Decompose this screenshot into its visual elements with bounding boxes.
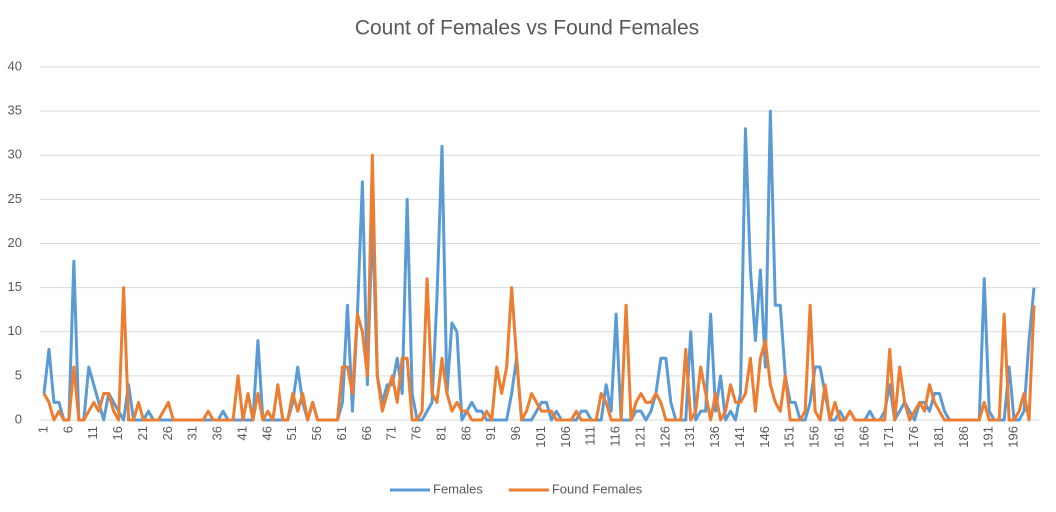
y-tick-label: 5 bbox=[15, 367, 22, 382]
y-tick-label: 25 bbox=[8, 191, 22, 206]
x-tick-label: 11 bbox=[85, 426, 100, 440]
x-tick-label: 161 bbox=[831, 426, 846, 448]
y-tick-label: 15 bbox=[8, 279, 22, 294]
x-tick-label: 56 bbox=[309, 426, 324, 440]
x-tick-label: 26 bbox=[160, 426, 175, 440]
x-tick-label: 36 bbox=[210, 426, 225, 440]
series-line bbox=[42, 109, 1036, 422]
y-tick-label: 30 bbox=[8, 147, 22, 162]
x-tick-label: 106 bbox=[558, 426, 573, 448]
x-tick-label: 141 bbox=[732, 426, 747, 448]
x-tick-label: 21 bbox=[135, 426, 150, 440]
y-tick-label: 40 bbox=[8, 58, 22, 73]
x-tick-label: 181 bbox=[931, 426, 946, 448]
x-tick-label: 121 bbox=[632, 426, 647, 448]
x-tick-label: 91 bbox=[483, 426, 498, 440]
x-tick-label: 66 bbox=[359, 426, 374, 440]
x-tick-label: 71 bbox=[384, 426, 399, 440]
chart-title: Count of Females vs Found Females bbox=[355, 17, 699, 40]
x-tick-label: 46 bbox=[259, 426, 274, 440]
y-tick-label: 35 bbox=[8, 103, 22, 118]
x-tick-label: 96 bbox=[508, 426, 523, 440]
x-tick-label: 1 bbox=[35, 426, 50, 433]
x-tick-label: 191 bbox=[981, 426, 996, 448]
x-tick-label: 61 bbox=[334, 426, 349, 440]
x-tick-label: 196 bbox=[1006, 426, 1021, 448]
y-tick-label: 0 bbox=[15, 411, 22, 426]
series-line bbox=[42, 153, 1036, 422]
x-tick-label: 41 bbox=[234, 426, 249, 440]
x-tick-label: 171 bbox=[881, 426, 896, 448]
x-tick-label: 176 bbox=[906, 426, 921, 448]
legend-label: Found Females bbox=[552, 481, 643, 496]
x-tick-label: 186 bbox=[956, 426, 971, 448]
x-tick-label: 6 bbox=[60, 426, 75, 433]
x-tick-label: 136 bbox=[707, 426, 722, 448]
x-tick-label: 101 bbox=[533, 426, 548, 448]
y-tick-label: 10 bbox=[8, 323, 22, 338]
x-tick-label: 76 bbox=[409, 426, 424, 440]
y-tick-label: 20 bbox=[8, 235, 22, 250]
x-tick-label: 166 bbox=[856, 426, 871, 448]
x-tick-label: 111 bbox=[583, 426, 598, 446]
x-tick-label: 151 bbox=[782, 426, 797, 448]
x-tick-label: 51 bbox=[284, 426, 299, 440]
x-tick-label: 126 bbox=[657, 426, 672, 448]
legend-label: Females bbox=[433, 481, 483, 496]
x-tick-label: 131 bbox=[682, 426, 697, 448]
x-tick-label: 81 bbox=[433, 426, 448, 440]
x-tick-label: 31 bbox=[185, 426, 200, 440]
x-tick-label: 156 bbox=[807, 426, 822, 448]
x-tick-label: 86 bbox=[458, 426, 473, 440]
x-tick-label: 116 bbox=[608, 426, 623, 447]
x-tick-label: 16 bbox=[110, 426, 125, 440]
x-tick-label: 146 bbox=[757, 426, 772, 448]
